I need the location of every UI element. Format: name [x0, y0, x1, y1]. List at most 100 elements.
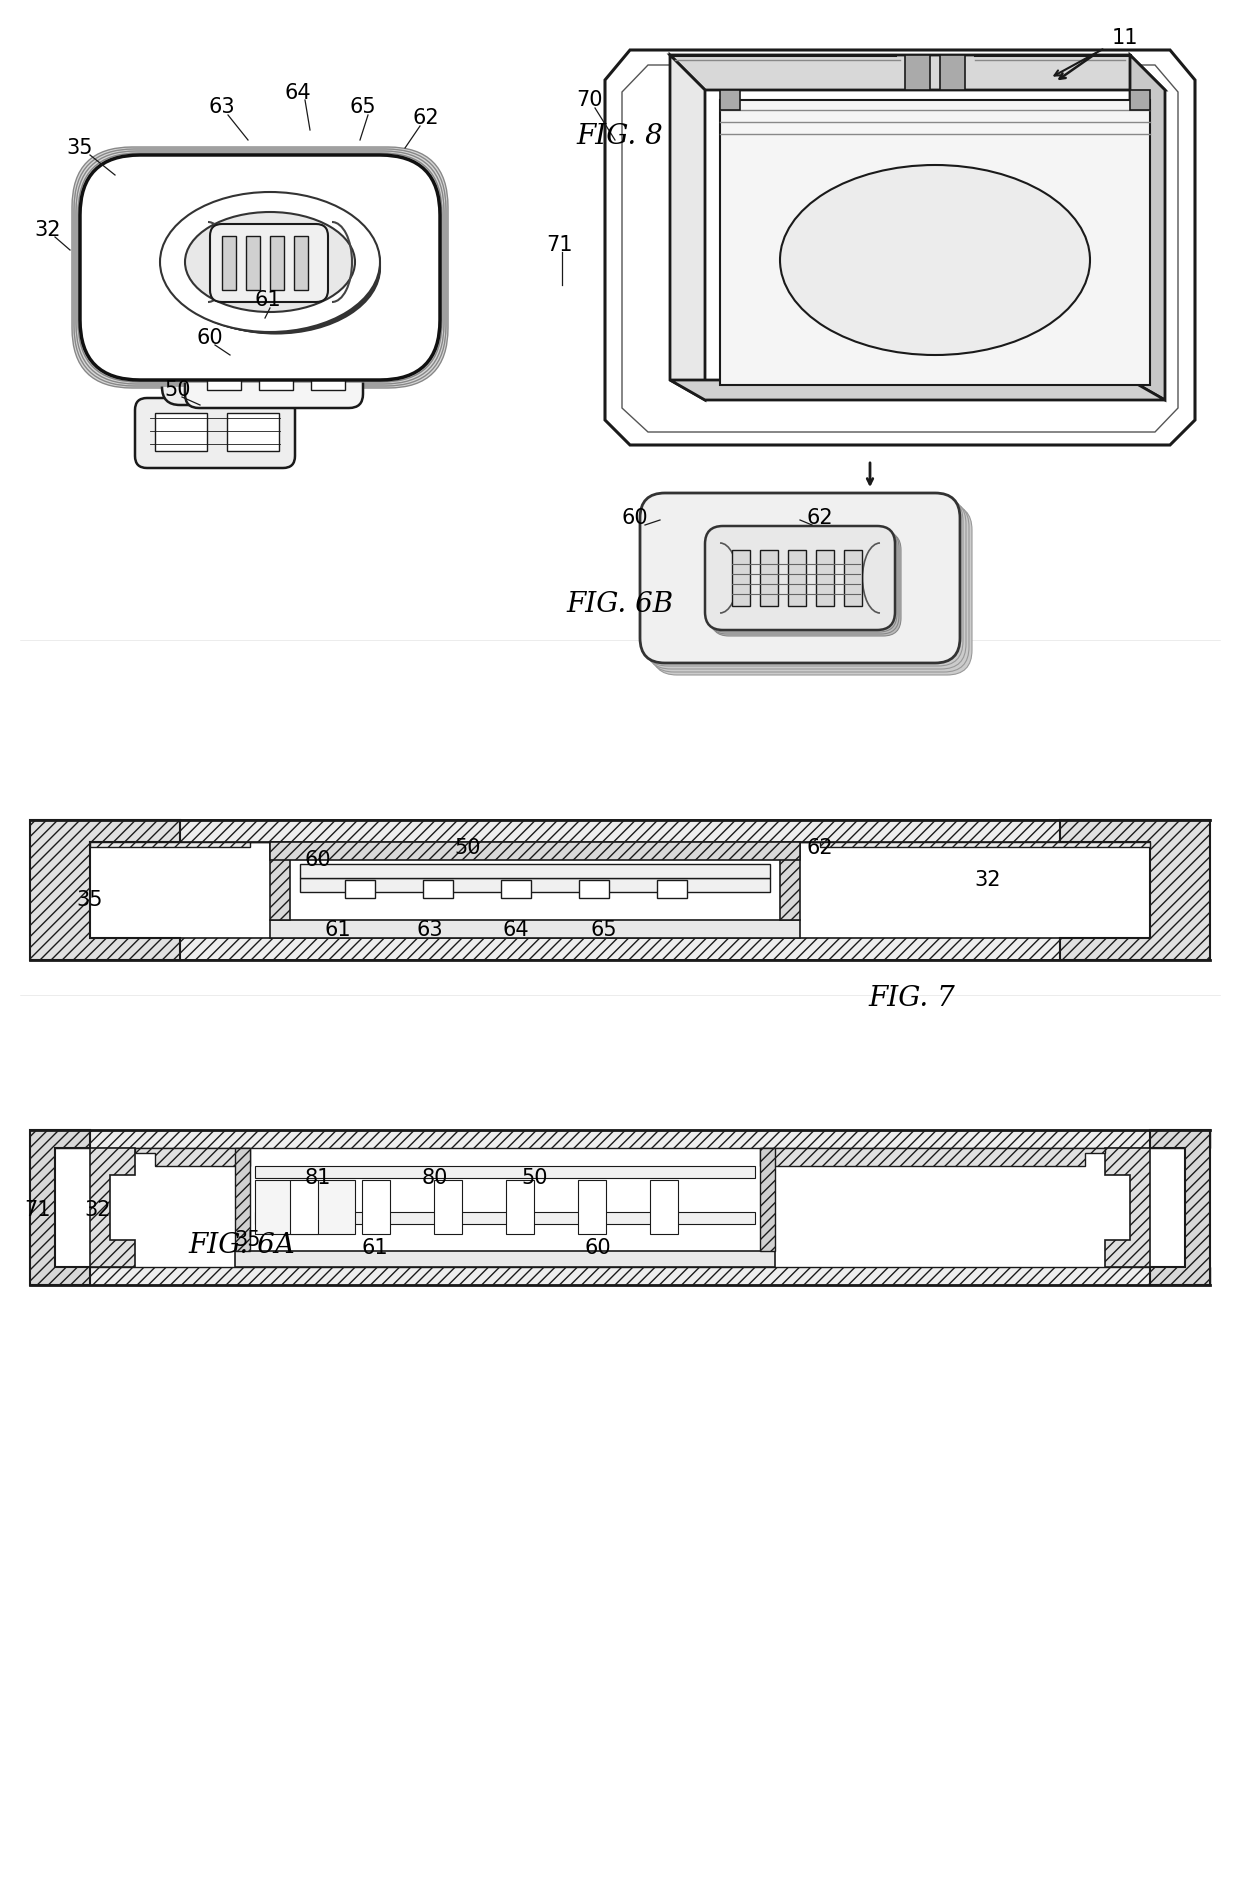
- Polygon shape: [30, 820, 180, 961]
- Bar: [579, 881, 609, 898]
- Bar: [30, 1267, 1210, 1286]
- FancyBboxPatch shape: [707, 529, 897, 631]
- Text: FIG. 7: FIG. 7: [868, 985, 955, 1012]
- Polygon shape: [800, 843, 1149, 846]
- Text: 11: 11: [1112, 29, 1138, 48]
- Bar: [30, 938, 1210, 961]
- Bar: [246, 236, 260, 289]
- FancyBboxPatch shape: [644, 496, 963, 666]
- Polygon shape: [270, 843, 290, 921]
- Bar: [732, 550, 750, 607]
- Bar: [30, 820, 1210, 843]
- Bar: [657, 881, 687, 898]
- FancyBboxPatch shape: [185, 318, 363, 409]
- Ellipse shape: [780, 165, 1090, 356]
- FancyBboxPatch shape: [646, 498, 966, 670]
- Text: 35: 35: [234, 1231, 262, 1250]
- Text: 50: 50: [522, 1168, 548, 1189]
- FancyBboxPatch shape: [135, 398, 295, 468]
- Polygon shape: [1130, 89, 1149, 110]
- Text: 61: 61: [254, 289, 281, 310]
- Text: 65: 65: [350, 97, 376, 118]
- Bar: [270, 236, 284, 289]
- FancyBboxPatch shape: [706, 527, 895, 630]
- Text: 70: 70: [577, 89, 603, 110]
- Text: 71: 71: [25, 1200, 51, 1219]
- Bar: [294, 236, 308, 289]
- Text: 60: 60: [305, 850, 331, 869]
- Text: 60: 60: [197, 327, 223, 348]
- Polygon shape: [30, 1130, 91, 1286]
- Bar: [30, 1130, 1210, 1149]
- Ellipse shape: [160, 192, 379, 333]
- Bar: [255, 1179, 355, 1234]
- Bar: [578, 1179, 606, 1234]
- FancyBboxPatch shape: [76, 150, 444, 384]
- Ellipse shape: [164, 196, 379, 333]
- Text: 32: 32: [35, 221, 61, 240]
- Bar: [222, 236, 236, 289]
- Ellipse shape: [167, 200, 379, 333]
- FancyBboxPatch shape: [709, 531, 899, 633]
- Polygon shape: [1149, 1130, 1210, 1286]
- Polygon shape: [670, 55, 706, 399]
- Bar: [236, 1252, 775, 1267]
- Polygon shape: [720, 101, 1149, 384]
- Bar: [650, 1179, 678, 1234]
- Polygon shape: [670, 380, 1166, 399]
- Bar: [816, 550, 835, 607]
- Polygon shape: [236, 1149, 250, 1252]
- Text: 71: 71: [547, 236, 573, 255]
- Text: 63: 63: [417, 921, 444, 940]
- Text: 61: 61: [362, 1238, 388, 1257]
- Text: 62: 62: [807, 839, 833, 858]
- Bar: [844, 550, 862, 607]
- Text: 62: 62: [807, 508, 833, 529]
- Bar: [255, 1212, 755, 1225]
- Polygon shape: [670, 55, 1166, 89]
- FancyBboxPatch shape: [78, 152, 441, 382]
- FancyBboxPatch shape: [652, 506, 972, 675]
- Text: 80: 80: [422, 1168, 448, 1189]
- Text: 35: 35: [77, 890, 103, 909]
- Polygon shape: [135, 1149, 250, 1166]
- FancyBboxPatch shape: [649, 502, 968, 671]
- Text: 32: 32: [975, 869, 1001, 890]
- Bar: [501, 881, 531, 898]
- Polygon shape: [905, 55, 930, 89]
- Text: 50: 50: [165, 380, 191, 399]
- FancyBboxPatch shape: [162, 350, 362, 405]
- Bar: [207, 337, 241, 390]
- Polygon shape: [1060, 820, 1210, 961]
- Text: 64: 64: [502, 921, 529, 940]
- Polygon shape: [91, 1149, 135, 1267]
- Ellipse shape: [172, 202, 379, 333]
- Text: 64: 64: [285, 84, 311, 103]
- Text: 61: 61: [325, 921, 351, 940]
- Bar: [760, 550, 777, 607]
- Polygon shape: [760, 1149, 775, 1252]
- FancyBboxPatch shape: [640, 493, 960, 664]
- Bar: [300, 864, 770, 879]
- Bar: [270, 921, 800, 938]
- Bar: [311, 337, 345, 390]
- Bar: [290, 1179, 317, 1234]
- Bar: [506, 1179, 534, 1234]
- Polygon shape: [1130, 55, 1166, 399]
- Bar: [345, 881, 374, 898]
- Bar: [259, 337, 293, 390]
- FancyBboxPatch shape: [72, 146, 448, 388]
- Text: 35: 35: [67, 139, 93, 158]
- Text: 81: 81: [305, 1168, 331, 1189]
- Polygon shape: [270, 843, 800, 860]
- Text: 32: 32: [84, 1200, 112, 1219]
- Polygon shape: [91, 843, 270, 846]
- Bar: [227, 413, 279, 451]
- Ellipse shape: [185, 211, 355, 312]
- Text: 63: 63: [208, 97, 236, 118]
- Bar: [787, 550, 806, 607]
- Polygon shape: [780, 843, 800, 921]
- Text: 60: 60: [621, 508, 649, 529]
- Polygon shape: [1105, 1149, 1149, 1267]
- Text: 65: 65: [590, 921, 618, 940]
